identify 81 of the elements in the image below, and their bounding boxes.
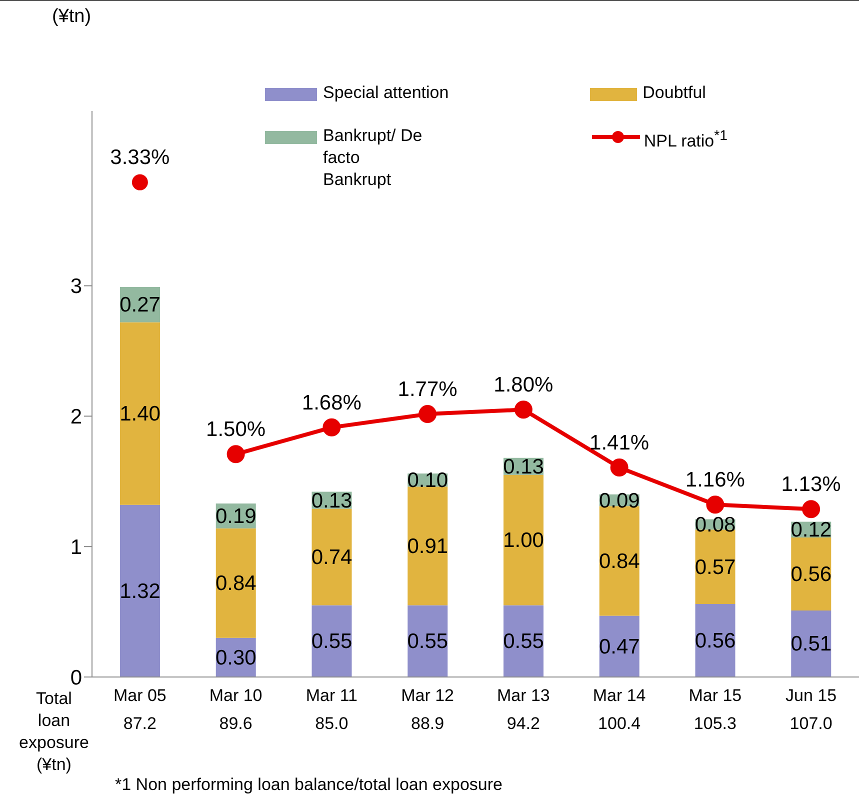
- point: [418, 405, 437, 424]
- data-label: 1.41%: [590, 432, 650, 455]
- data-label: 0.84: [598, 550, 640, 573]
- data-label: 0.74: [311, 546, 353, 570]
- legend-label: Bankrupt/ De facto Bankrupt: [323, 125, 423, 191]
- point: [132, 174, 148, 190]
- data-label: 0.19: [215, 504, 256, 528]
- y-tick-label: 1: [70, 536, 82, 560]
- data-label: 1.13%: [781, 473, 841, 496]
- data-label: 0.08: [694, 513, 736, 536]
- data-label: 0.56: [694, 629, 736, 652]
- y-tick-label: 0: [70, 666, 82, 690]
- x-tick-label: Mar 14: [592, 686, 646, 705]
- data-label: 0.47: [598, 635, 640, 658]
- point: [226, 445, 245, 464]
- bar: [504, 474, 544, 606]
- bar: [599, 616, 640, 677]
- bar: [120, 322, 160, 505]
- bar: [120, 504, 160, 677]
- point: [802, 500, 820, 518]
- data-label: 0.91: [407, 534, 448, 558]
- bar: [791, 537, 832, 610]
- bar: [695, 604, 736, 677]
- legend-label: NPL ratio$^{*1}$: [644, 127, 729, 153]
- data-label: 1.68%: [302, 391, 362, 414]
- x-tick-label: Mar 13: [496, 686, 550, 705]
- bar: [408, 486, 448, 606]
- data-label: 1.00: [503, 529, 544, 552]
- bar: [599, 506, 640, 616]
- text: 88.9: [411, 714, 444, 733]
- x-tick-label: Mar 15: [688, 686, 742, 705]
- point: [514, 400, 532, 419]
- data-label: 0.30: [215, 646, 256, 670]
- y-tick-label: 2: [70, 406, 82, 429]
- data-label: 0.56: [790, 562, 832, 586]
- text: 105.3: [694, 714, 736, 733]
- data-label: 0.13: [311, 489, 352, 512]
- data-label: 0.09: [598, 489, 640, 512]
- text: 89.6: [219, 714, 252, 733]
- x-tick-label: Mar 05: [113, 686, 166, 705]
- bar: [408, 605, 448, 677]
- data-label: 0.55: [503, 630, 544, 654]
- y-tick-label: 3: [70, 275, 82, 298]
- data-label: 3.33%: [110, 146, 170, 169]
- bar: [791, 610, 832, 677]
- bar: [312, 508, 352, 606]
- text: 100.4: [598, 714, 641, 733]
- data-label: 0.55: [311, 630, 352, 654]
- legend-label: Doubtful: [642, 82, 707, 104]
- x-tick-label: Jun 15: [786, 686, 837, 705]
- x-tick-label: Mar 11: [306, 686, 358, 705]
- data-label: 0.27: [120, 294, 160, 317]
- data-label: 1.40: [120, 402, 160, 426]
- point: [322, 418, 341, 436]
- text: 87.2: [123, 714, 156, 733]
- text: 94.2: [506, 714, 540, 733]
- bar: [312, 605, 352, 677]
- point: [706, 496, 724, 514]
- y-axis-title: (¥tn): [52, 6, 92, 28]
- text: Total loan exposure (¥tn): [18, 688, 90, 776]
- data-label: 1.80%: [494, 374, 554, 397]
- data-label: 0.57: [694, 556, 736, 579]
- data-label: 0.10: [407, 469, 448, 492]
- data-label: 1.32: [120, 580, 160, 603]
- data-label: 1.77%: [398, 378, 458, 402]
- x-tick-label: Mar 12: [401, 686, 454, 705]
- legend-label: Special attention: [323, 82, 450, 104]
- data-label: 0.55: [407, 630, 448, 654]
- bar: [504, 605, 544, 677]
- data-label: 1.50%: [206, 418, 266, 442]
- data-label: 0.51: [790, 632, 832, 656]
- data-label: 0.13: [503, 455, 544, 478]
- point: [610, 458, 628, 477]
- data-label: 1.16%: [685, 468, 745, 492]
- text: 107.0: [790, 714, 832, 733]
- x-tick-label: Mar 10: [209, 686, 262, 705]
- data-label: 0.12: [790, 518, 832, 542]
- bar: [216, 528, 256, 638]
- text: *1 Non performing loan balance/total loan exposure: [115, 775, 502, 795]
- text: 85.0: [315, 714, 348, 733]
- data-label: 0.84: [215, 572, 257, 596]
